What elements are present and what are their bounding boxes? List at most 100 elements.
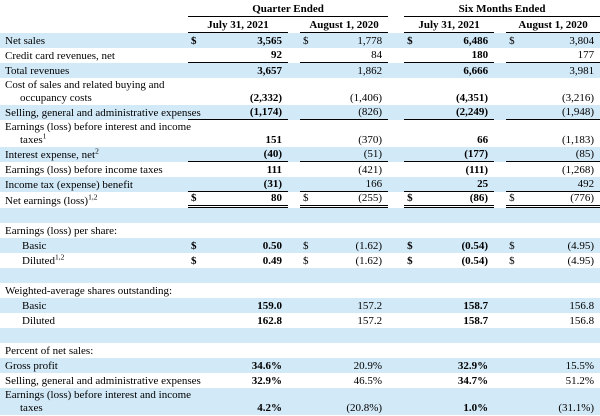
column-pad — [494, 17, 506, 33]
dollar-sign-cell: $ — [300, 238, 316, 253]
value-cell: (51) — [316, 147, 389, 162]
value-cell — [522, 268, 600, 283]
dollar-sign-cell — [404, 373, 420, 388]
row-label: Earnings (loss) before interest and inco… — [0, 388, 191, 415]
column-gap — [388, 343, 404, 358]
column-pad — [288, 162, 300, 177]
column-pad — [494, 343, 506, 358]
value-cell: 3,981 — [522, 63, 600, 78]
table-row: Earnings (loss) before interest and inco… — [0, 388, 600, 415]
value-cell: (31) — [204, 177, 288, 192]
value-cell: 34.6% — [204, 358, 288, 373]
dollar-sign-cell — [300, 147, 316, 162]
dollar-sign-cell — [506, 283, 522, 298]
row-label: Earnings (loss) before income taxes — [5, 164, 163, 176]
column-pad — [494, 388, 507, 415]
value-cell: 1.0% — [420, 388, 495, 415]
spacer-row — [0, 268, 600, 283]
row-label: Interest expense, net2 — [0, 147, 188, 162]
column-pad — [288, 238, 300, 253]
footnote-marker: 2 — [95, 146, 99, 156]
column-pad — [494, 120, 506, 147]
column-gap — [388, 328, 405, 343]
value-cell: 25 — [420, 177, 495, 192]
dollar-sign-cell — [188, 48, 204, 63]
column-pad — [494, 328, 507, 343]
dollar-sign-cell: $ — [188, 192, 204, 208]
column-pad — [494, 48, 506, 63]
dollar-sign-cell — [188, 105, 204, 120]
row-label: Net earnings (loss)1,2 — [5, 192, 98, 207]
dollar-sign-cell — [188, 298, 204, 313]
column-pad — [494, 78, 506, 105]
dollar-sign-cell: $ — [300, 192, 316, 208]
row-label: Credit card revenues, net — [5, 50, 115, 62]
column-pad — [288, 78, 300, 105]
value-cell — [420, 283, 494, 298]
value-cell: (4.95) — [522, 238, 600, 253]
value-cell: (177) — [420, 147, 495, 162]
dollar-sign-cell — [300, 78, 316, 105]
column-pad — [288, 373, 300, 388]
column-pad — [494, 268, 507, 283]
column-gap — [388, 1, 404, 17]
table-row: Diluted1,2 $0.49 $ (1.62) $ (0.54) $ (4.95) — [0, 253, 600, 268]
dollar-sign-cell — [506, 78, 522, 105]
dollar-sign-cell — [404, 223, 420, 238]
value-cell — [522, 283, 600, 298]
dollar-sign-cell — [188, 268, 204, 283]
dollar-sign-cell — [506, 358, 523, 373]
value-cell: (2,249) — [420, 105, 495, 120]
value-cell: (85) — [522, 147, 600, 162]
table-row: Interest expense, net2 (40) (51) (177) (85) — [0, 147, 600, 162]
table-row: Basic $0.50 $ (1.62) $ (0.54) $ (4.95) — [0, 238, 600, 253]
column-pad — [494, 192, 506, 208]
value-cell — [316, 208, 389, 223]
dollar-sign-cell: $ — [509, 255, 515, 267]
column-pad — [494, 223, 506, 238]
column-pad — [288, 298, 300, 313]
value-cell: 158.7 — [463, 315, 489, 327]
value-cell: (1,948) — [522, 105, 600, 120]
dollar-sign-cell — [404, 177, 421, 192]
value-cell: (1,183) — [562, 134, 595, 146]
dollar-sign-cell — [506, 162, 522, 177]
column-gap — [388, 208, 405, 223]
value-cell: (4,351) — [455, 92, 489, 104]
dollar-sign-cell — [188, 343, 204, 358]
row-label: Income tax (expense) benefit — [0, 177, 188, 192]
value-cell: 157.2 — [316, 298, 389, 313]
dollar-sign-cell — [404, 105, 421, 120]
dollar-sign-cell: $ — [300, 33, 316, 48]
value-cell: 1,862 — [316, 63, 389, 78]
dollar-sign-cell — [188, 177, 204, 192]
column-pad — [288, 313, 300, 328]
value-cell — [522, 208, 600, 223]
dollar-sign-cell — [188, 63, 204, 78]
column-pad — [494, 298, 507, 313]
value-cell: (421) — [358, 164, 383, 176]
dollar-sign-cell — [506, 177, 523, 192]
table-row: Earnings (loss) before interest and inco… — [0, 120, 600, 147]
dollar-sign-cell — [404, 358, 421, 373]
group-header-six-months: Six Months Ended — [404, 1, 600, 17]
dollar-sign-cell — [404, 343, 420, 358]
column-pad — [288, 223, 300, 238]
column-gap — [388, 192, 404, 208]
dollar-sign-cell: $ — [404, 192, 421, 208]
table-row: Credit card revenues, net 92 84 180 177 — [0, 48, 600, 63]
value-cell: (1.62) — [316, 238, 389, 253]
value-cell — [204, 343, 288, 358]
table-row: Selling, general and administrative expe… — [0, 105, 600, 120]
dollar-sign-cell — [188, 313, 204, 328]
footnote-marker: 1,2 — [55, 252, 65, 262]
row-label: Selling, general and administrative expe… — [5, 375, 201, 387]
column-pad — [288, 48, 300, 63]
value-cell: (1,174) — [204, 105, 288, 120]
dollar-sign-cell — [300, 313, 316, 328]
column-pad — [494, 33, 507, 48]
dollar-sign-cell — [506, 268, 523, 283]
value-cell: 4.2% — [204, 388, 288, 415]
column-header: July 31, 2021 — [188, 17, 288, 33]
value-cell — [316, 283, 388, 298]
